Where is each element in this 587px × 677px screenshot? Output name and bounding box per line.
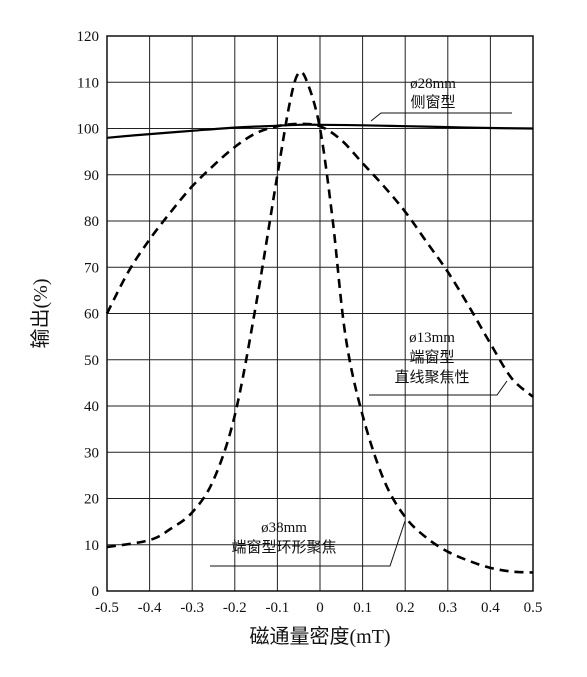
y-tick-label: 60 (84, 307, 99, 323)
y-tick-label: 0 (92, 584, 100, 600)
y-tick-label: 50 (84, 353, 99, 369)
y-axis-title: 输出(%) (29, 279, 52, 349)
x-tick-label: -0.2 (223, 600, 247, 616)
x-tick-label: 0.1 (353, 600, 372, 616)
y-tick-label: 20 (84, 492, 99, 508)
y-tick-label: 90 (84, 168, 99, 184)
x-tick-label: 0.2 (396, 600, 415, 616)
y-tick-label: 30 (84, 445, 99, 461)
x-tick-label: -0.1 (266, 600, 290, 616)
y-tick-label: 40 (84, 399, 99, 415)
annotation-label-2: 端窗型环形聚焦 (231, 538, 336, 556)
x-tick-label: -0.4 (138, 600, 162, 616)
x-tick-label: -0.3 (180, 600, 204, 616)
y-tick-label: 110 (77, 75, 99, 91)
y-tick-label: 70 (84, 260, 99, 276)
annotation-leader-0 (370, 112, 512, 122)
series-line-2 (106, 70, 534, 574)
x-tick-label: 0 (316, 600, 324, 616)
y-tick-label: 80 (84, 214, 99, 230)
y-tick-label: 120 (77, 29, 100, 45)
annotation-label-2: ø38mm (261, 520, 307, 536)
annotation-label-1: 直线聚焦性 (394, 369, 469, 386)
x-tick-label: -0.5 (95, 600, 119, 616)
annotation-label-0: ø28mm (410, 76, 456, 92)
x-tick-label: 0.5 (524, 600, 543, 616)
x-tick-label: 0.3 (438, 600, 457, 616)
annotation-leader-2 (210, 520, 406, 567)
annotation-label-1: 端窗型 (409, 348, 454, 366)
x-tick-label: 0.4 (481, 600, 500, 616)
annotation-leader-1 (369, 380, 508, 396)
series-line-1 (105, 122, 534, 398)
annotation-label-0: 侧窗型 (410, 93, 455, 111)
y-tick-label: 100 (77, 122, 100, 138)
annotation-label-1: ø13mm (409, 330, 455, 346)
y-tick-label: 10 (84, 538, 99, 554)
x-axis-title: 磁通量密度(mT) (249, 625, 390, 648)
